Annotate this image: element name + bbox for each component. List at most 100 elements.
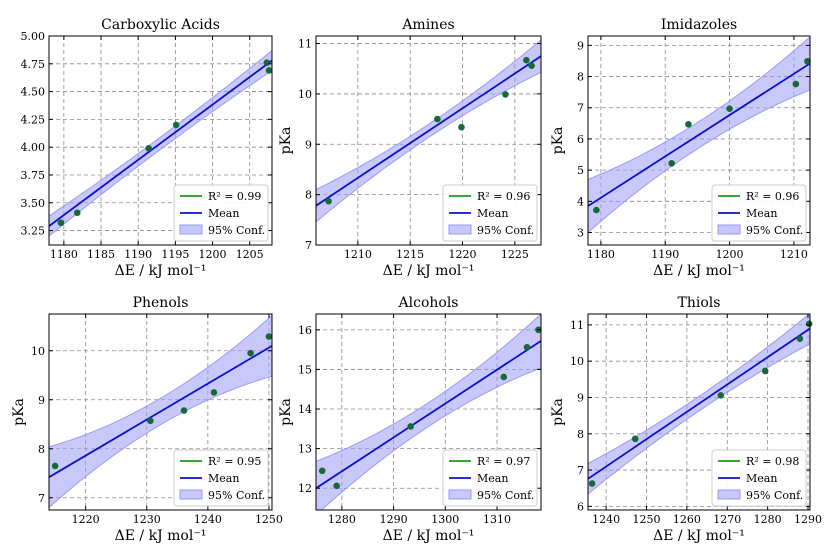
- panel-amines: 1210 1215 1220 1225 7 8 9 10 11 Amines ΔE / kJ mol…: [278, 17, 542, 279]
- y-tick-label: 11: [570, 319, 584, 332]
- axes-frame: [48, 313, 273, 511]
- x-axis-label: ΔE / kJ mol⁻¹: [115, 528, 207, 544]
- panel-title: Thiols: [678, 295, 721, 311]
- legend-conf-swatch: [717, 224, 741, 235]
- y-tick-label: 7: [577, 102, 584, 115]
- y-axis-label: pKa: [550, 398, 566, 426]
- data-point: [631, 435, 639, 443]
- data-point: [407, 423, 414, 430]
- mean-fit-line: [588, 327, 810, 480]
- x-axis-label: ΔE / kJ mol⁻¹: [653, 528, 745, 544]
- y-tick-label: 10: [31, 345, 45, 358]
- x-axis-label: ΔE / kJ mol⁻¹: [383, 263, 475, 279]
- legend-mean-label: Mean: [746, 207, 777, 220]
- data-point: [172, 121, 180, 129]
- data-point: [792, 80, 800, 88]
- data-point: [210, 389, 218, 396]
- legend-mean-label: Mean: [746, 472, 777, 485]
- x-axis-label: ΔE / kJ mol⁻¹: [115, 263, 207, 279]
- legend-conf-label: 95% Conf.: [746, 224, 803, 237]
- legend-mean-label: Mean: [477, 207, 508, 220]
- x-tick-label: 1250: [255, 513, 283, 526]
- mean-fit-line: [588, 62, 810, 207]
- x-tick-label: 1210: [344, 248, 372, 261]
- data-point: [325, 197, 332, 205]
- x-tick-label: 1290: [794, 513, 822, 526]
- x-tick-label: 1200: [199, 248, 227, 261]
- axes-frame: [315, 313, 542, 511]
- data-point: [500, 373, 508, 381]
- legend-conf-label: 95% Conf.: [208, 489, 265, 502]
- y-tick-label: 8: [38, 443, 45, 456]
- legend-conf-label: 95% Conf.: [477, 489, 534, 502]
- mean-fit-line: [316, 340, 541, 489]
- data-point: [247, 349, 254, 357]
- x-tick-label: 1310: [483, 513, 511, 526]
- x-tick-label: 1220: [449, 248, 477, 261]
- data-point: [147, 417, 154, 425]
- data-point: [57, 219, 65, 227]
- x-tick-label: 1205: [236, 248, 264, 261]
- y-tick-label: 7: [305, 239, 312, 252]
- y-tick-label: 4.00: [21, 141, 46, 154]
- data-point: [502, 91, 509, 98]
- mean-fit-line: [49, 59, 272, 227]
- data-point: [458, 123, 465, 131]
- y-axis-label: pKa: [278, 127, 294, 155]
- y-tick-label: 9: [577, 39, 584, 52]
- y-tick-label: 6: [577, 500, 584, 513]
- data-point: [263, 59, 271, 66]
- panel-thiols: 1240 1250 1260 1270 1280 1290 6 7 8 9 10 11 Thiols ΔE…: [550, 295, 822, 544]
- legend: R² = 0.97 Mean 95% Conf.: [442, 449, 538, 507]
- x-tick-label: 1250: [633, 513, 661, 526]
- x-tick-label: 1225: [501, 248, 529, 261]
- legend-r2-label: R² = 0.99: [208, 190, 261, 203]
- y-tick-label: 9: [38, 394, 45, 407]
- panel-carboxylic-acids: 1180 1185 1190 1195 1200 1205 3.25 3.50 3.75 4.00…: [21, 17, 273, 279]
- data-point: [145, 144, 152, 152]
- y-tick-label: 11: [298, 38, 312, 51]
- mean-fit-line: [316, 55, 541, 207]
- panel-title: Amines: [401, 17, 454, 33]
- y-axis-label: pKa: [278, 398, 294, 426]
- x-tick-label: 1185: [87, 248, 115, 261]
- legend: R² = 0.99 Mean 95% Conf.: [173, 184, 269, 242]
- data-point: [434, 115, 441, 123]
- x-tick-label: 1280: [328, 513, 356, 526]
- legend-mean-label: Mean: [208, 207, 239, 220]
- x-tick-label: 1280: [754, 513, 782, 526]
- x-axis-label: ΔE / kJ mol⁻¹: [383, 528, 475, 544]
- data-point: [668, 159, 675, 167]
- data-point: [333, 482, 340, 490]
- y-tick-label: 7: [38, 492, 45, 505]
- x-tick-label: 1200: [716, 248, 744, 261]
- data-point: [761, 367, 769, 375]
- legend: R² = 0.98 Mean 95% Conf.: [711, 449, 807, 507]
- x-tick-label: 1220: [72, 513, 100, 526]
- data-point: [804, 57, 811, 65]
- data-point: [51, 462, 59, 470]
- y-tick-label: 10: [298, 88, 312, 101]
- legend-r2-label: R² = 0.97: [477, 455, 530, 468]
- data-point: [265, 333, 273, 340]
- y-tick-label: 8: [577, 428, 584, 441]
- y-tick-label: 5.00: [21, 30, 46, 43]
- x-tick-label: 1290: [380, 513, 408, 526]
- data-point: [685, 120, 692, 128]
- x-tick-label: 1190: [124, 248, 152, 261]
- y-tick-label: 8: [305, 189, 312, 202]
- y-tick-label: 10: [570, 355, 584, 368]
- legend-r2-label: R² = 0.96: [746, 190, 799, 203]
- y-axis-label: pKa: [550, 127, 566, 155]
- x-tick-label: 1210: [780, 248, 808, 261]
- x-tick-label: 1240: [592, 513, 620, 526]
- data-point: [593, 206, 600, 214]
- x-tick-label: 1270: [713, 513, 741, 526]
- legend: R² = 0.96 Mean 95% Conf.: [442, 184, 538, 242]
- y-tick-label: 5: [577, 164, 584, 177]
- y-tick-label: 9: [577, 391, 584, 404]
- panel-imidazoles: 1180 1190 1200 1210 3 4 5 6 7 8 9 Imidazoles ΔE / kJ…: [550, 17, 811, 279]
- x-tick-label: 1180: [50, 248, 78, 261]
- legend-r2-label: R² = 0.98: [746, 455, 799, 468]
